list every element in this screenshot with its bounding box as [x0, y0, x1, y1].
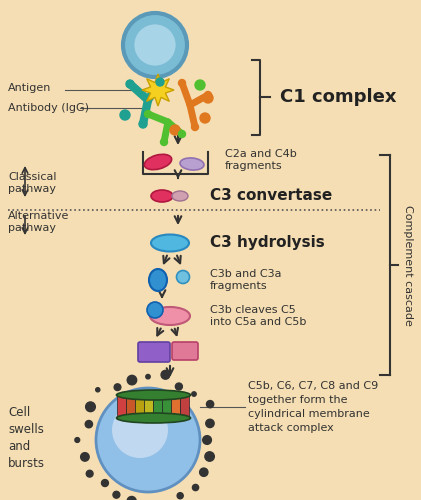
- Circle shape: [205, 92, 211, 98]
- Text: Classical
pathway: Classical pathway: [8, 172, 56, 194]
- Ellipse shape: [117, 390, 190, 400]
- Circle shape: [203, 436, 211, 444]
- Text: C3b and C3a
fragments: C3b and C3a fragments: [210, 269, 282, 291]
- Circle shape: [75, 438, 80, 442]
- Circle shape: [203, 93, 213, 103]
- FancyBboxPatch shape: [163, 394, 171, 418]
- Circle shape: [147, 302, 163, 318]
- Circle shape: [160, 138, 168, 145]
- Circle shape: [170, 125, 180, 135]
- Text: C3 convertase: C3 convertase: [210, 188, 332, 204]
- Circle shape: [192, 392, 196, 396]
- Circle shape: [161, 370, 170, 379]
- Circle shape: [85, 402, 95, 411]
- Circle shape: [86, 470, 93, 477]
- FancyBboxPatch shape: [172, 342, 198, 360]
- FancyBboxPatch shape: [126, 394, 136, 418]
- FancyBboxPatch shape: [154, 394, 163, 418]
- Circle shape: [176, 383, 182, 390]
- Text: C2a and C4b
fragments: C2a and C4b fragments: [225, 149, 297, 171]
- Circle shape: [206, 400, 214, 408]
- Circle shape: [112, 402, 168, 458]
- Ellipse shape: [150, 307, 190, 325]
- Circle shape: [85, 420, 93, 428]
- Ellipse shape: [180, 158, 204, 170]
- Ellipse shape: [149, 269, 167, 291]
- Circle shape: [127, 496, 136, 500]
- Text: Complement cascade: Complement cascade: [403, 204, 413, 326]
- Ellipse shape: [176, 270, 189, 283]
- Circle shape: [96, 388, 200, 492]
- Circle shape: [146, 374, 150, 379]
- Text: C3b cleaves C5
into C5a and C5b: C3b cleaves C5 into C5a and C5b: [210, 305, 306, 327]
- Ellipse shape: [172, 191, 188, 201]
- FancyBboxPatch shape: [171, 394, 181, 418]
- Ellipse shape: [151, 234, 189, 252]
- Polygon shape: [142, 74, 174, 106]
- Circle shape: [200, 113, 210, 123]
- Circle shape: [200, 468, 208, 476]
- Circle shape: [81, 452, 89, 461]
- FancyBboxPatch shape: [136, 394, 144, 418]
- Circle shape: [133, 23, 177, 67]
- Circle shape: [114, 384, 121, 390]
- Circle shape: [192, 484, 199, 490]
- Circle shape: [120, 110, 130, 120]
- Text: Cell
swells
and
bursts: Cell swells and bursts: [8, 406, 45, 470]
- Text: C5b, C6, C7, C8 and C9
together form the
cylindrical membrane
attack complex: C5b, C6, C7, C8 and C9 together form the…: [248, 381, 378, 433]
- Circle shape: [179, 80, 186, 86]
- Circle shape: [101, 480, 109, 486]
- Circle shape: [192, 124, 198, 130]
- Circle shape: [139, 120, 147, 128]
- Circle shape: [195, 80, 205, 90]
- Ellipse shape: [144, 154, 172, 170]
- Ellipse shape: [151, 190, 173, 202]
- Circle shape: [156, 78, 164, 86]
- Circle shape: [127, 376, 137, 385]
- Text: Alternative
pathway: Alternative pathway: [8, 211, 69, 233]
- Text: Antibody (IgG): Antibody (IgG): [8, 103, 89, 113]
- Ellipse shape: [117, 413, 190, 423]
- Circle shape: [177, 492, 183, 499]
- Circle shape: [113, 492, 120, 498]
- FancyBboxPatch shape: [181, 394, 189, 418]
- Circle shape: [179, 130, 186, 138]
- FancyBboxPatch shape: [144, 394, 154, 418]
- Text: C1 complex: C1 complex: [280, 88, 397, 106]
- FancyBboxPatch shape: [117, 394, 126, 418]
- Circle shape: [96, 388, 100, 392]
- Text: Antigen: Antigen: [8, 83, 51, 93]
- Circle shape: [123, 13, 187, 77]
- Circle shape: [206, 419, 214, 428]
- Circle shape: [205, 452, 214, 461]
- FancyBboxPatch shape: [138, 342, 170, 362]
- Text: C3 hydrolysis: C3 hydrolysis: [210, 236, 325, 250]
- Circle shape: [144, 110, 152, 117]
- Circle shape: [126, 80, 134, 88]
